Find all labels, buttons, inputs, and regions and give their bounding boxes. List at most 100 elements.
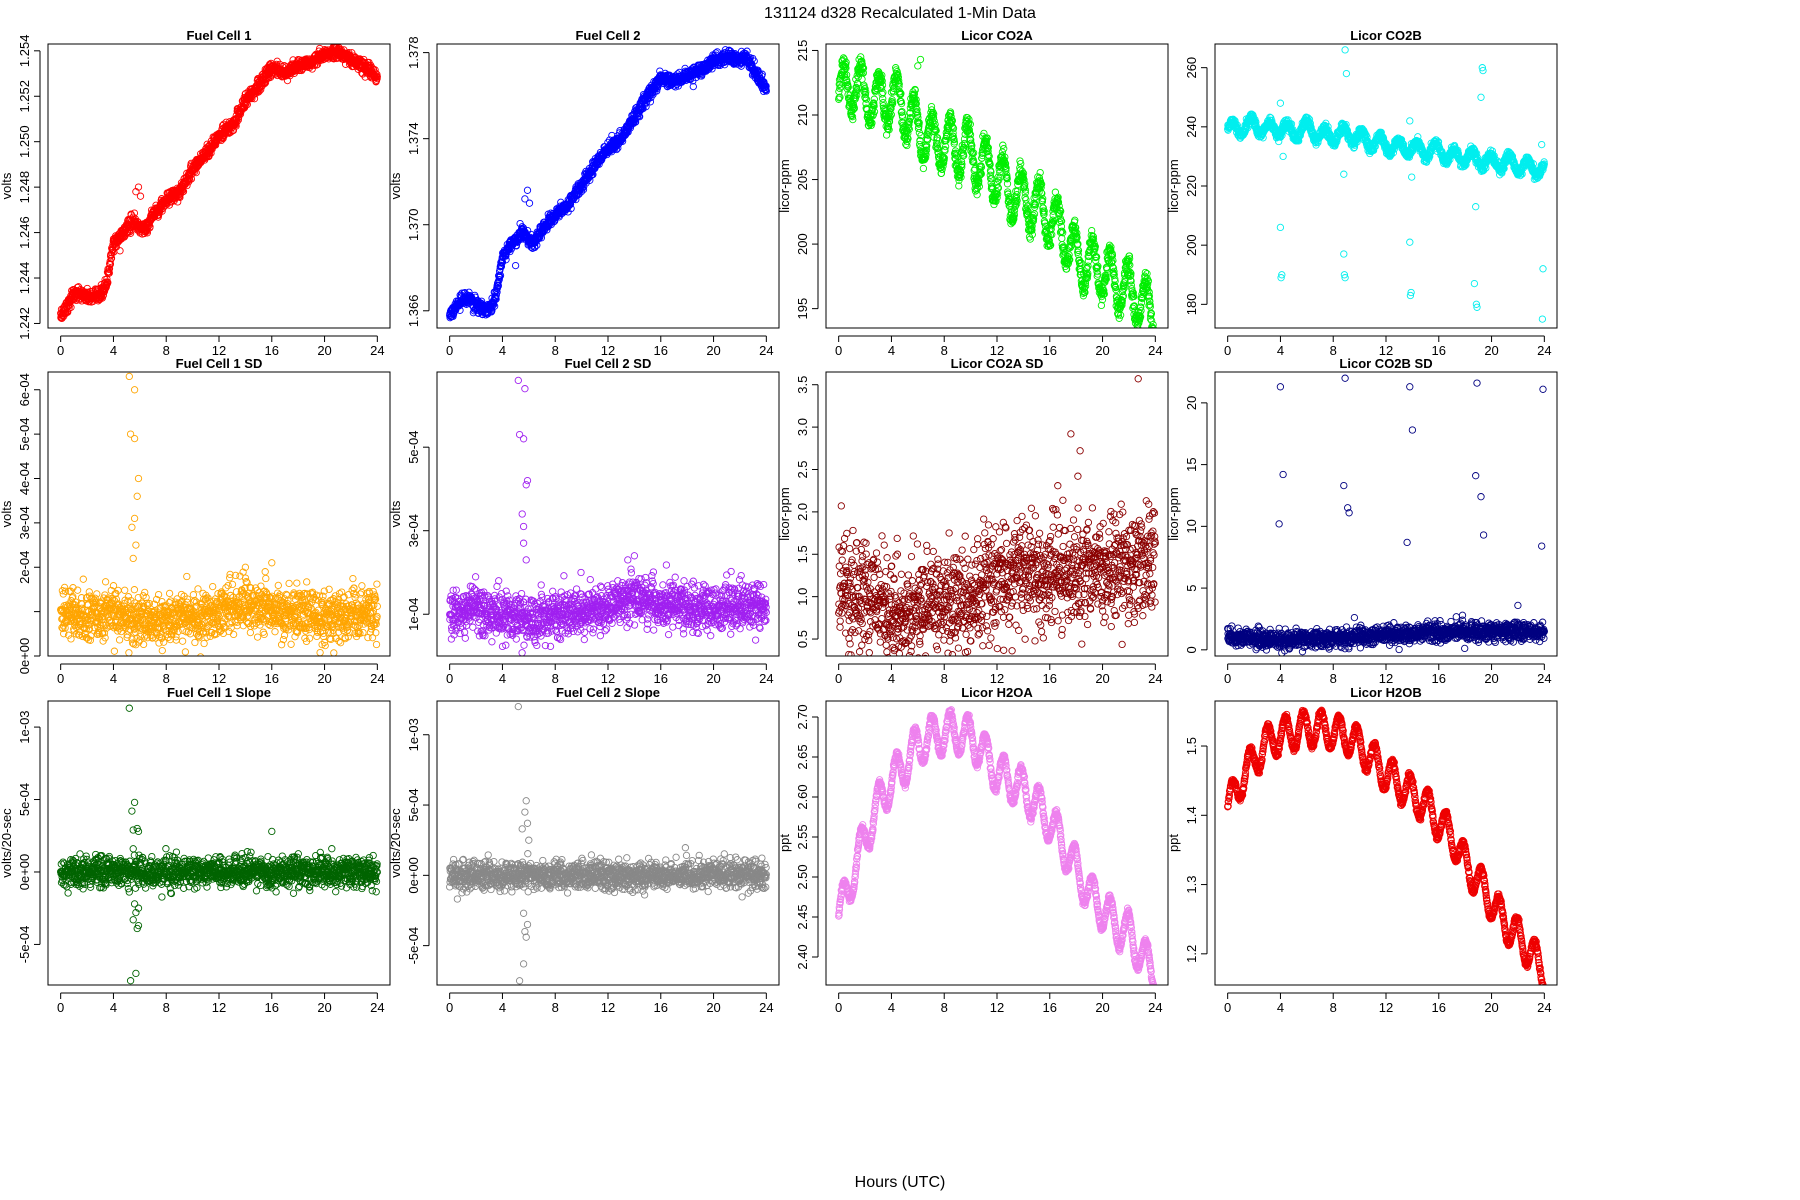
x-tick-label: 8 bbox=[552, 343, 559, 358]
data-point bbox=[618, 137, 627, 145]
outlier-point bbox=[134, 183, 143, 191]
data-points bbox=[835, 53, 1158, 340]
data-point bbox=[966, 135, 974, 143]
data-points bbox=[446, 46, 770, 322]
data-point bbox=[966, 131, 975, 139]
data-point bbox=[836, 93, 844, 101]
data-point bbox=[888, 96, 896, 104]
data-point bbox=[960, 151, 968, 160]
data-point bbox=[1097, 301, 1106, 310]
data-point bbox=[905, 117, 914, 125]
outlier-point bbox=[916, 55, 925, 64]
data-point bbox=[893, 67, 901, 76]
data-point bbox=[1127, 277, 1135, 285]
data-point bbox=[1129, 289, 1137, 297]
data-point bbox=[1031, 201, 1040, 209]
data-point bbox=[957, 168, 965, 177]
panel-title: Licor CO2A bbox=[961, 28, 1033, 43]
data-points bbox=[57, 44, 381, 323]
data-point bbox=[743, 47, 751, 55]
data-point bbox=[1072, 223, 1080, 232]
x-tick-label: 4 bbox=[499, 343, 506, 358]
data-point bbox=[877, 84, 886, 92]
data-point bbox=[994, 184, 1003, 192]
data-point bbox=[968, 141, 976, 150]
data-point bbox=[1118, 301, 1126, 309]
data-point bbox=[921, 154, 930, 162]
data-point bbox=[1059, 229, 1067, 237]
data-point bbox=[1046, 242, 1054, 250]
data-point bbox=[762, 82, 770, 90]
data-point bbox=[986, 161, 994, 169]
data-point bbox=[1013, 191, 1021, 199]
data-point bbox=[858, 75, 866, 83]
data-point bbox=[1152, 330, 1158, 336]
data-point bbox=[842, 58, 850, 66]
data-point bbox=[1120, 279, 1128, 287]
data-point bbox=[330, 44, 338, 48]
data-point bbox=[861, 85, 869, 93]
data-point bbox=[1092, 253, 1101, 261]
data-point bbox=[895, 80, 903, 88]
data-point bbox=[1073, 229, 1081, 237]
data-point bbox=[572, 195, 580, 204]
data-point bbox=[1110, 267, 1118, 276]
data-point bbox=[1324, 126, 1332, 134]
data-point bbox=[1134, 332, 1140, 338]
data-point bbox=[974, 175, 982, 184]
data-point bbox=[912, 100, 920, 108]
data-point bbox=[1005, 193, 1013, 201]
data-point bbox=[254, 88, 263, 96]
data-point bbox=[1071, 216, 1079, 224]
x-tick-label: 0 bbox=[835, 343, 842, 358]
data-point bbox=[999, 141, 1007, 149]
data-point bbox=[878, 71, 886, 79]
outlier-point bbox=[511, 261, 520, 270]
data-point bbox=[1054, 198, 1063, 206]
data-point bbox=[1151, 334, 1157, 340]
data-point bbox=[612, 145, 621, 154]
data-point bbox=[879, 99, 887, 107]
data-point bbox=[866, 118, 875, 126]
data-point bbox=[1126, 261, 1134, 269]
x-tick-label: 4 bbox=[888, 343, 895, 358]
x-tick-label: 16 bbox=[1043, 343, 1057, 358]
data-point bbox=[1036, 176, 1044, 185]
data-point bbox=[1040, 207, 1048, 215]
y-tick-label: 1.254 bbox=[17, 35, 32, 68]
data-point bbox=[888, 101, 896, 109]
outlier-point bbox=[523, 186, 532, 194]
data-point bbox=[642, 103, 650, 111]
data-point bbox=[1145, 292, 1154, 300]
x-tick-label: 12 bbox=[990, 343, 1004, 358]
data-point bbox=[947, 109, 955, 118]
y-tick-label: 1.242 bbox=[17, 307, 32, 340]
data-point bbox=[930, 117, 938, 125]
data-point bbox=[66, 301, 74, 310]
data-point bbox=[941, 147, 949, 155]
plot-frame bbox=[47, 43, 391, 329]
data-point bbox=[982, 135, 990, 143]
panel-1: Fuel Cell 10 4 8 12 16 20 241.2421.2441.2461.2… bbox=[0, 28, 391, 358]
y-axis-label: volts bbox=[0, 172, 14, 199]
data-point bbox=[870, 102, 878, 110]
data-point bbox=[1028, 226, 1036, 234]
data-point bbox=[879, 88, 887, 97]
x-tick-label: 16 bbox=[265, 343, 279, 358]
data-point bbox=[1321, 121, 1329, 129]
data-point bbox=[885, 118, 894, 126]
data-point bbox=[1056, 206, 1064, 214]
data-point bbox=[1032, 193, 1040, 201]
data-point bbox=[1057, 217, 1065, 225]
data-point bbox=[1028, 222, 1036, 230]
data-point bbox=[1119, 292, 1128, 300]
data-point bbox=[862, 88, 870, 96]
data-point bbox=[497, 262, 506, 271]
data-point bbox=[922, 146, 931, 154]
data-point bbox=[984, 147, 992, 155]
data-point bbox=[371, 69, 380, 77]
data-point bbox=[983, 134, 991, 142]
data-point bbox=[126, 228, 134, 236]
